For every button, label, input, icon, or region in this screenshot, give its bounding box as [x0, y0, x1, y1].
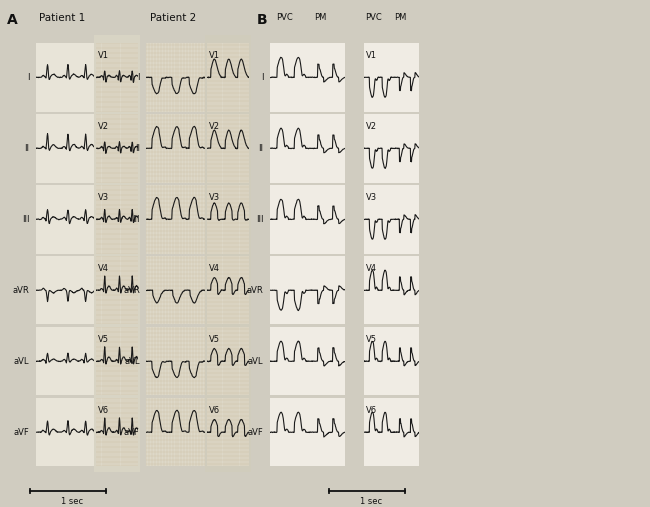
Text: V2: V2 [366, 122, 377, 131]
Text: V3: V3 [209, 193, 220, 202]
Text: V2: V2 [209, 122, 220, 131]
Text: III: III [21, 215, 29, 224]
Text: aVL: aVL [124, 357, 140, 366]
Text: 1 sec: 1 sec [61, 497, 84, 506]
Text: II: II [24, 144, 29, 153]
Text: V1: V1 [98, 51, 109, 60]
Text: I: I [261, 73, 263, 82]
Text: V4: V4 [366, 264, 377, 273]
Text: PVC: PVC [365, 13, 382, 22]
Text: aVF: aVF [248, 428, 263, 437]
Text: I: I [27, 73, 29, 82]
Text: V5: V5 [98, 335, 109, 344]
Text: V5: V5 [209, 335, 220, 344]
Text: A: A [6, 13, 18, 27]
Text: V5: V5 [366, 335, 377, 344]
Text: V6: V6 [366, 406, 377, 415]
Text: aVR: aVR [123, 286, 140, 295]
Text: B: B [257, 13, 267, 27]
Text: III: III [132, 215, 140, 224]
Text: V4: V4 [209, 264, 220, 273]
Text: V3: V3 [98, 193, 109, 202]
Text: PM: PM [315, 13, 327, 22]
Text: aVF: aVF [124, 428, 140, 437]
Text: 1 sec: 1 sec [360, 497, 383, 506]
Text: aVR: aVR [246, 286, 263, 295]
Text: V2: V2 [98, 122, 109, 131]
Text: I: I [137, 73, 140, 82]
Text: Patient 1: Patient 1 [39, 13, 85, 23]
Text: aVL: aVL [248, 357, 263, 366]
Text: PM: PM [394, 13, 406, 22]
Text: III: III [255, 215, 263, 224]
Text: V6: V6 [209, 406, 220, 415]
Text: II: II [258, 144, 263, 153]
Text: V6: V6 [98, 406, 109, 415]
Text: V4: V4 [98, 264, 109, 273]
Text: Patient 2: Patient 2 [150, 13, 196, 23]
Text: V3: V3 [366, 193, 377, 202]
Text: aVL: aVL [14, 357, 29, 366]
Text: V1: V1 [366, 51, 377, 60]
Text: II: II [135, 144, 140, 153]
Text: aVF: aVF [14, 428, 29, 437]
Text: V1: V1 [209, 51, 220, 60]
Text: aVR: aVR [12, 286, 29, 295]
Text: PVC: PVC [276, 13, 293, 22]
